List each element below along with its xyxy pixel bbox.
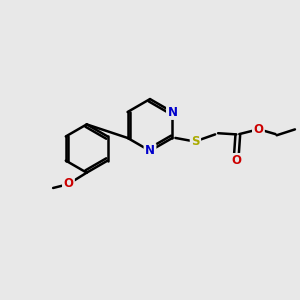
Text: S: S — [191, 135, 200, 148]
Text: N: N — [145, 144, 155, 158]
Text: O: O — [63, 177, 74, 190]
Text: O: O — [231, 154, 241, 167]
Text: N: N — [167, 106, 177, 118]
Text: O: O — [254, 123, 263, 136]
